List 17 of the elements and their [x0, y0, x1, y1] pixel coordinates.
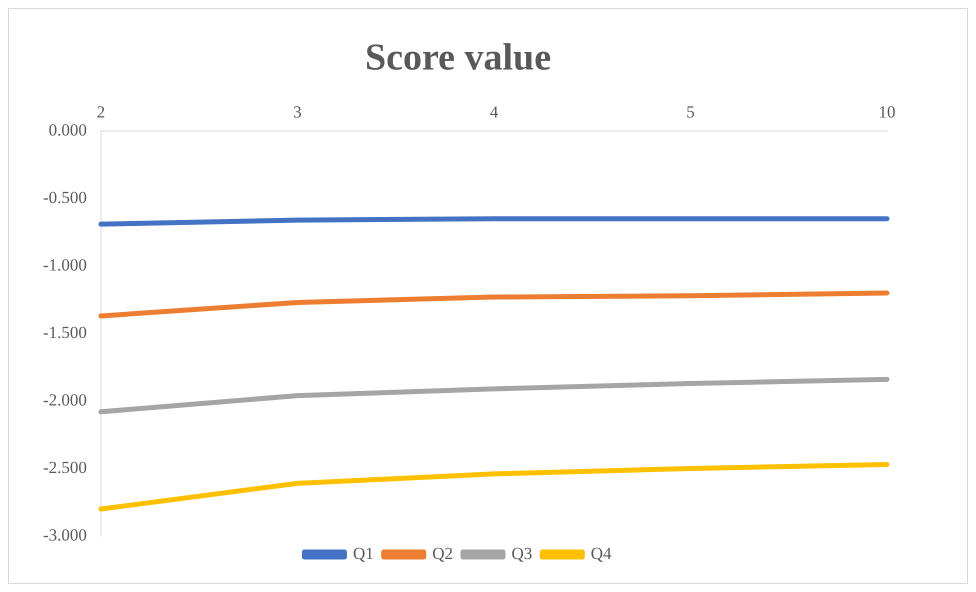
- y-tick-label: -2.500: [42, 458, 87, 477]
- chart-title: Score value: [364, 36, 552, 79]
- y-tick-label: -1.500: [42, 322, 87, 342]
- legend-label: Q2: [432, 544, 454, 563]
- x-tick-label: 4: [490, 102, 499, 122]
- x-tick-label: 5: [686, 102, 695, 122]
- x-tick-label: 3: [293, 102, 302, 122]
- x-tick-label: 2: [96, 102, 106, 122]
- y-tick-label: -3.000: [42, 525, 87, 544]
- y-tick-label: 0.000: [48, 120, 87, 140]
- x-tick-label: 10: [878, 102, 896, 122]
- legend-label: Q3: [512, 544, 532, 563]
- y-tick-label: -2.000: [42, 390, 87, 410]
- legend-label: Q1: [352, 544, 374, 563]
- legend-label: Q4: [590, 544, 612, 563]
- y-tick-label: -1.000: [42, 255, 87, 274]
- y-tick-label: -0.500: [42, 188, 87, 207]
